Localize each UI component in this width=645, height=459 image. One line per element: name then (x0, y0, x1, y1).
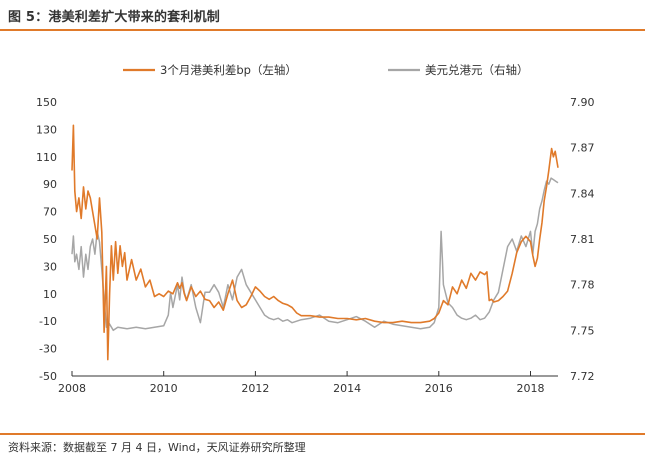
top-rule (0, 29, 645, 31)
x-tick-label: 2016 (425, 382, 453, 395)
x-tick-label: 2018 (516, 382, 544, 395)
y-left-tick-label: 90 (43, 178, 57, 191)
legend-label-hkd: 美元兑港元（右轴） (425, 63, 529, 77)
legend-label-spread: 3个月港美利差bp（左轴） (160, 63, 297, 77)
bottom-rule (0, 433, 645, 435)
y-right-tick-label: 7.87 (570, 142, 595, 155)
source-note: 资料来源：数据截至 7 月 4 日，Wind，天风证券研究所整理 (8, 441, 306, 454)
figure-title: 图 5：港美利差扩大带来的套利机制 (8, 10, 220, 25)
series-layer (71, 124, 559, 361)
y-left-tick-label: -30 (39, 343, 57, 356)
y-left-tick-label: 10 (43, 288, 57, 301)
y-left-tick-label: -50 (39, 370, 57, 383)
x-tick-label: 2012 (241, 382, 269, 395)
y-left-tick-label: 150 (36, 96, 57, 109)
y-left-tick-label: 70 (43, 206, 57, 219)
y-axis-left: 150 130 110 90 70 50 30 10 -10 -30 -50 (36, 96, 57, 383)
y-right-tick-label: 7.90 (570, 96, 595, 109)
y-right-tick-label: 7.72 (570, 370, 595, 383)
series-line-hkd (71, 177, 559, 332)
series-line-spread (71, 124, 559, 361)
y-left-tick-label: 30 (43, 260, 57, 273)
legend: 3个月港美利差bp（左轴） 美元兑港元（右轴） (123, 63, 529, 77)
y-right-tick-label: 7.81 (570, 233, 595, 246)
y-axis-right: 7.90 7.87 7.84 7.81 7.78 7.75 7.72 (570, 96, 595, 383)
x-tick-label: 2008 (58, 382, 86, 395)
y-right-tick-label: 7.78 (570, 279, 595, 292)
y-right-tick-label: 7.75 (570, 324, 595, 337)
line-chart: 3个月港美利差bp（左轴） 美元兑港元（右轴） 2008 2010 2012 2014… (36, 63, 595, 395)
x-tick-label: 2010 (150, 382, 178, 395)
x-axis: 2008 2010 2012 2014 2016 2018 (58, 371, 558, 395)
y-left-tick-label: 110 (36, 151, 57, 164)
x-tick-label: 2014 (333, 382, 361, 395)
y-right-tick-label: 7.84 (570, 187, 595, 200)
y-left-tick-label: -10 (39, 315, 57, 328)
y-left-tick-label: 50 (43, 233, 57, 246)
y-left-tick-label: 130 (36, 123, 57, 136)
